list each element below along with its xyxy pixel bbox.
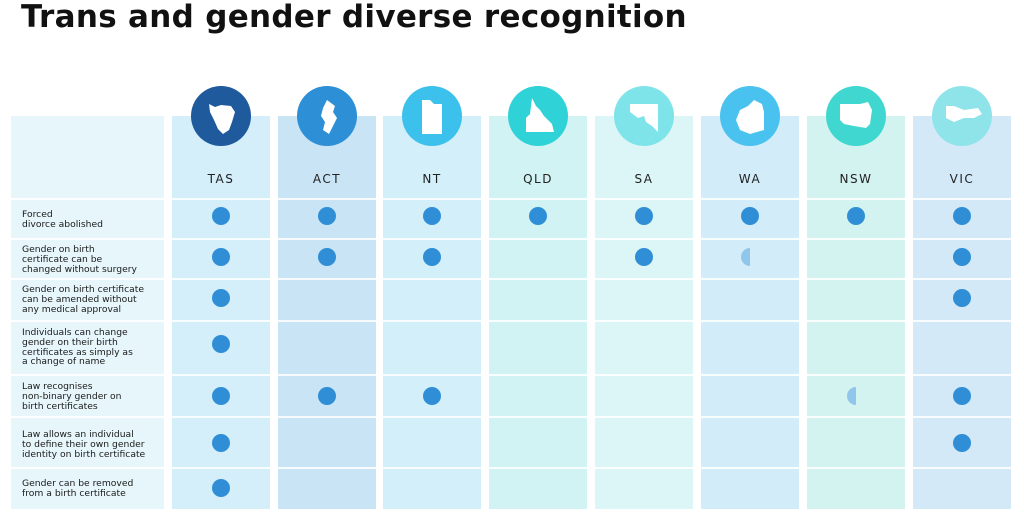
- recognition-dot: [212, 248, 230, 266]
- state-code-nsw: NSW: [839, 172, 873, 186]
- row-label: Gender on birth certificate can be amend…: [22, 284, 145, 315]
- state-badge-nsw: [826, 86, 886, 146]
- recognition-dot: [635, 207, 653, 225]
- recognition-dot: [953, 289, 971, 307]
- recognition-dot: [635, 248, 653, 266]
- recognition-dot: [318, 248, 336, 266]
- row-label: Law recognises non-binary gender on birt…: [22, 381, 122, 412]
- row-label: Individuals can change gender on their b…: [22, 327, 133, 368]
- state-code-sa: SA: [634, 172, 654, 186]
- column-nt: [383, 116, 481, 509]
- column-act: [278, 116, 376, 509]
- recognition-dot: [212, 289, 230, 307]
- nsw-map-icon: [840, 102, 872, 128]
- state-code-tas: TAS: [207, 172, 235, 186]
- partial-recognition-dot: [741, 248, 750, 266]
- state-code-qld: QLD: [523, 172, 553, 186]
- state-badge-sa: [614, 86, 674, 146]
- recognition-dot: [423, 207, 441, 225]
- state-badge-nt: [402, 86, 462, 146]
- recognition-dot: [423, 248, 441, 266]
- state-code-act: ACT: [312, 172, 342, 186]
- queensland-map-icon: [526, 98, 554, 132]
- row-divider: [11, 320, 1011, 322]
- row-divider: [11, 416, 1011, 418]
- row-divider: [11, 374, 1011, 376]
- recognition-dot: [847, 207, 865, 225]
- row-label: Gender on birth certificate can be chang…: [22, 244, 137, 275]
- column-nsw: [807, 116, 905, 509]
- state-code-vic: VIC: [949, 172, 975, 186]
- state-badge-vic: [932, 86, 992, 146]
- recognition-dot: [212, 335, 230, 353]
- row-divider: [11, 198, 1011, 200]
- northern-territory-map-icon: [422, 100, 442, 134]
- recognition-dot: [212, 434, 230, 452]
- row-label: Law allows an individual to define their…: [22, 429, 146, 460]
- state-badge-qld: [508, 86, 568, 146]
- state-badge-act: [297, 86, 357, 146]
- south-australia-map-icon: [630, 104, 658, 132]
- act-map-icon: [321, 100, 337, 134]
- recognition-dot: [318, 387, 336, 405]
- recognition-dot: [423, 387, 441, 405]
- victoria-map-icon: [946, 106, 982, 122]
- western-australia-map-icon: [736, 100, 764, 134]
- row-label: Gender can be removed from a birth certi…: [22, 478, 134, 499]
- recognition-dot: [953, 387, 971, 405]
- state-code-wa: WA: [738, 172, 762, 186]
- page-title: Trans and gender diverse recognition: [21, 0, 687, 35]
- column-qld: [489, 116, 587, 509]
- state-badge-tas: [191, 86, 251, 146]
- partial-recognition-dot: [847, 387, 856, 405]
- row-label: Forced divorce abolished: [22, 209, 103, 230]
- recognition-dot: [212, 479, 230, 497]
- recognition-dot: [741, 207, 759, 225]
- recognition-dot: [953, 248, 971, 266]
- row-label-column: [11, 116, 164, 509]
- column-sa: [595, 116, 693, 509]
- tasmania-map-icon: [209, 104, 235, 134]
- column-wa: [701, 116, 799, 509]
- recognition-dot: [953, 207, 971, 225]
- recognition-dot: [318, 207, 336, 225]
- state-badge-wa: [720, 86, 780, 146]
- row-divider: [11, 238, 1011, 240]
- recognition-dot: [212, 387, 230, 405]
- recognition-dot: [529, 207, 547, 225]
- recognition-dot: [212, 207, 230, 225]
- row-divider: [11, 278, 1011, 280]
- row-divider: [11, 467, 1011, 469]
- state-code-nt: NT: [422, 172, 442, 186]
- recognition-dot: [953, 434, 971, 452]
